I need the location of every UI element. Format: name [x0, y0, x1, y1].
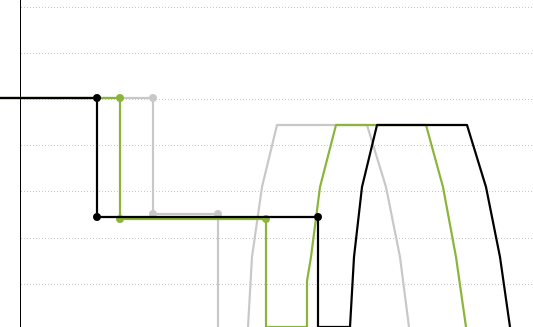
series-2-point-0-0 — [93, 94, 101, 102]
series-0-line-0 — [0, 96, 220, 327]
series-1-line-0 — [0, 96, 468, 327]
series-group — [0, 94, 512, 327]
series-0 — [0, 94, 411, 327]
series-2-point-0-1 — [93, 213, 101, 221]
series-0-line-1 — [246, 123, 411, 327]
series-2-line-0 — [0, 96, 512, 327]
series-0-point-0-0 — [149, 94, 157, 102]
grid-lines — [21, 7, 533, 285]
series-2-point-0-2 — [314, 213, 322, 221]
series-2 — [0, 94, 512, 327]
series-1-point-0-0 — [116, 94, 124, 102]
series-1 — [0, 94, 468, 327]
